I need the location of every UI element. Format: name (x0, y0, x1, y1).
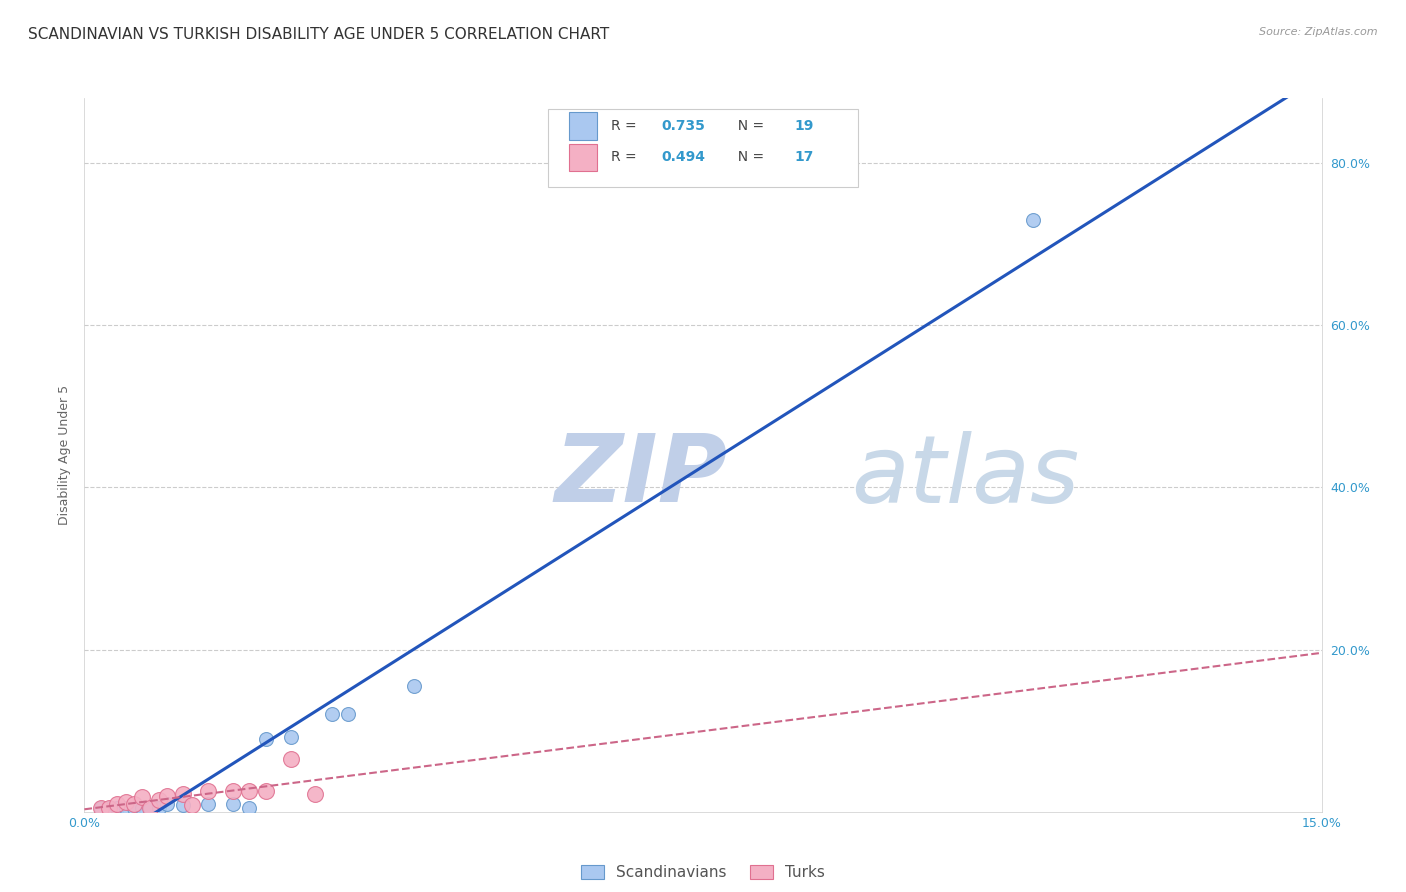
Point (148, 800, 170, 814)
Point (238, 800, 260, 814)
Point (98, 800, 121, 814)
Text: SCANDINAVIAN VS TURKISH DISABILITY AGE UNDER 5 CORRELATION CHART: SCANDINAVIAN VS TURKISH DISABILITY AGE U… (28, 27, 609, 42)
Text: 17: 17 (794, 151, 814, 164)
Text: atlas: atlas (852, 431, 1080, 522)
Point (197, 784, 219, 798)
Point (172, 787, 194, 801)
Point (90, 800, 112, 814)
Text: ZIP: ZIP (554, 430, 727, 523)
Point (90, 800, 112, 814)
FancyBboxPatch shape (569, 112, 596, 139)
Text: Source: ZipAtlas.com: Source: ZipAtlas.com (1260, 27, 1378, 37)
FancyBboxPatch shape (548, 109, 858, 187)
Point (98, 800, 121, 814)
Point (131, 800, 153, 814)
Point (321, 707, 343, 722)
Point (139, 800, 162, 814)
Point (122, 797, 145, 811)
FancyBboxPatch shape (569, 144, 596, 171)
Text: N =: N = (728, 119, 769, 133)
Point (254, 731, 277, 746)
Point (222, 784, 245, 798)
Point (254, 784, 277, 798)
Point (122, 800, 145, 814)
Text: 0.735: 0.735 (661, 119, 704, 133)
Point (404, 679, 426, 693)
Text: R =: R = (612, 119, 641, 133)
Point (222, 797, 245, 811)
Point (156, 797, 179, 811)
Point (280, 752, 302, 766)
Point (105, 800, 128, 814)
Point (148, 792, 170, 806)
Point (238, 784, 260, 798)
Point (156, 789, 179, 803)
Text: 19: 19 (794, 119, 814, 133)
Text: 0.494: 0.494 (661, 151, 704, 164)
Text: N =: N = (728, 151, 769, 164)
Point (114, 800, 136, 814)
Point (280, 730, 302, 744)
Point (1022, 212, 1045, 227)
Legend: Scandinavians, Turks: Scandinavians, Turks (575, 859, 831, 886)
Point (172, 798, 194, 813)
Point (139, 800, 162, 814)
Point (180, 798, 202, 813)
Y-axis label: Disability Age Under 5: Disability Age Under 5 (58, 384, 72, 525)
Point (114, 795, 136, 809)
Point (197, 797, 219, 811)
Point (105, 797, 128, 811)
Point (131, 790, 153, 805)
Point (337, 707, 360, 722)
Point (304, 787, 326, 801)
Text: R =: R = (612, 151, 641, 164)
